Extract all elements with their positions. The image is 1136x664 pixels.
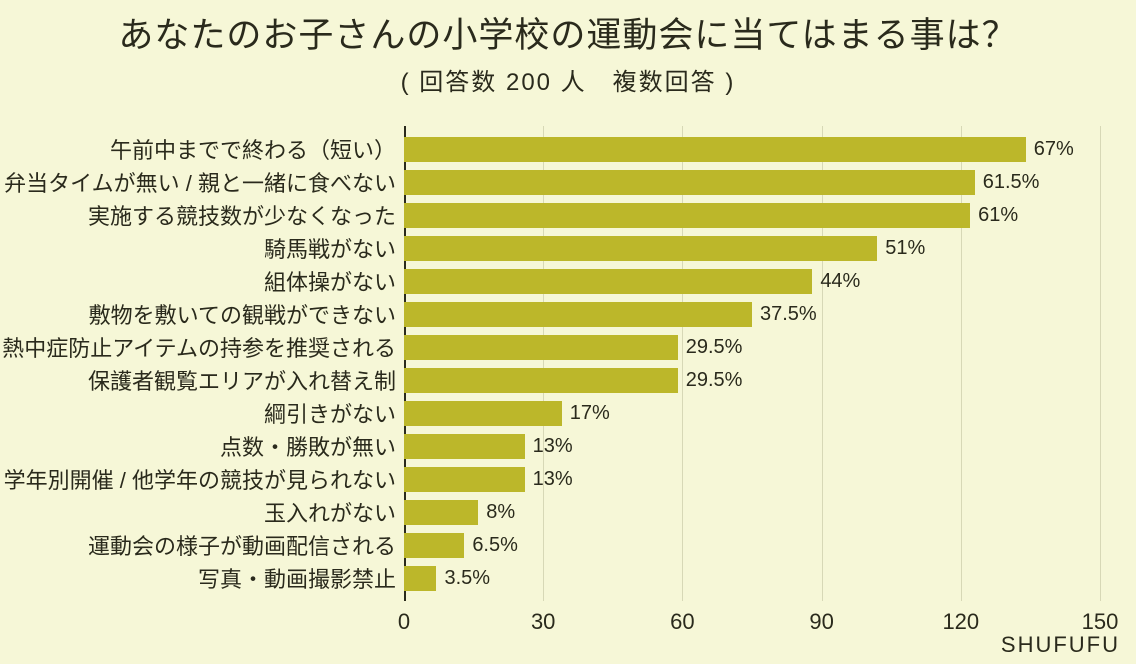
bar	[404, 236, 877, 261]
category-label: 敷物を敷いての観戦ができない	[89, 298, 404, 330]
value-label: 37.5%	[752, 303, 817, 326]
watermark: SHUFUFU	[1001, 632, 1120, 658]
gridline	[404, 126, 406, 601]
bar-row: 玉入れがない8%	[404, 500, 1100, 525]
value-label: 6.5%	[464, 534, 518, 557]
gridline	[961, 126, 962, 601]
x-tick-label: 60	[670, 609, 694, 635]
x-tick-label: 30	[531, 609, 555, 635]
bar-row: 敷物を敷いての観戦ができない37.5%	[404, 302, 1100, 327]
bar	[404, 302, 752, 327]
bar-row: 学年別開催 / 他学年の競技が見られない13%	[404, 467, 1100, 492]
bar-row: 騎馬戦がない51%	[404, 236, 1100, 261]
x-tick-label: 90	[809, 609, 833, 635]
chart-title: あなたのお子さんの小学校の運動会に当てはまる事は？	[0, 0, 1136, 58]
bar-row: 運動会の様子が動画配信される6.5%	[404, 533, 1100, 558]
bar-row: 点数・勝敗が無い13%	[404, 434, 1100, 459]
bar-row: 綱引きがない17%	[404, 401, 1100, 426]
value-label: 67%	[1026, 138, 1074, 161]
category-label: 組体操がない	[264, 265, 404, 297]
value-label: 3.5%	[436, 567, 490, 590]
value-label: 13%	[525, 468, 573, 491]
bar-row: 熱中症防止アイテムの持参を推奨される29.5%	[404, 335, 1100, 360]
bar	[404, 566, 436, 591]
gridline	[543, 126, 544, 601]
value-label: 8%	[478, 501, 515, 524]
bar	[404, 401, 562, 426]
category-label: 点数・勝敗が無い	[220, 430, 404, 462]
bar	[404, 137, 1026, 162]
value-label: 44%	[812, 270, 860, 293]
category-label: 写真・動画撮影禁止	[198, 562, 404, 594]
bar-row: 保護者観覧エリアが入れ替え制29.5%	[404, 368, 1100, 393]
bar	[404, 170, 975, 195]
value-label: 61.5%	[975, 171, 1040, 194]
x-tick-label: 120	[942, 609, 979, 635]
plot-area: 0306090120150午前中までで終わる（短い）67%弁当タイムが無い / …	[404, 126, 1100, 601]
value-label: 51%	[877, 237, 925, 260]
bar-row: 写真・動画撮影禁止3.5%	[404, 566, 1100, 591]
chart-subtitle: ( 回答数 200 人 複数回答 )	[0, 62, 1136, 97]
bar-row: 組体操がない44%	[404, 269, 1100, 294]
bar	[404, 500, 478, 525]
bar-row: 弁当タイムが無い / 親と一緒に食べない61.5%	[404, 170, 1100, 195]
category-label: 熱中症防止アイテムの持参を推奨される	[2, 331, 404, 363]
bar	[404, 467, 525, 492]
category-label: 学年別開催 / 他学年の競技が見られない	[4, 463, 404, 495]
bar	[404, 533, 464, 558]
category-label: 保護者観覧エリアが入れ替え制	[88, 364, 404, 396]
bar	[404, 434, 525, 459]
category-label: 運動会の様子が動画配信される	[88, 529, 404, 561]
gridline	[822, 126, 823, 601]
value-label: 61%	[970, 204, 1018, 227]
category-label: 綱引きがない	[264, 397, 404, 429]
category-label: 弁当タイムが無い / 親と一緒に食べない	[4, 166, 404, 198]
bar	[404, 335, 678, 360]
bar-row: 実施する競技数が少なくなった61%	[404, 203, 1100, 228]
gridline	[682, 126, 683, 601]
value-label: 29.5%	[678, 336, 743, 359]
value-label: 13%	[525, 435, 573, 458]
category-label: 午前中までで終わる（短い）	[110, 133, 404, 165]
bar	[404, 203, 970, 228]
category-label: 実施する競技数が少なくなった	[88, 199, 404, 231]
bar	[404, 368, 678, 393]
bar-row: 午前中までで終わる（短い）67%	[404, 137, 1100, 162]
category-label: 玉入れがない	[264, 496, 404, 528]
category-label: 騎馬戦がない	[264, 232, 404, 264]
x-tick-label: 0	[398, 609, 410, 635]
gridline	[1100, 126, 1101, 601]
bar	[404, 269, 812, 294]
value-label: 29.5%	[678, 369, 743, 392]
value-label: 17%	[562, 402, 610, 425]
chart-canvas: あなたのお子さんの小学校の運動会に当てはまる事は？ ( 回答数 200 人 複数…	[0, 0, 1136, 664]
